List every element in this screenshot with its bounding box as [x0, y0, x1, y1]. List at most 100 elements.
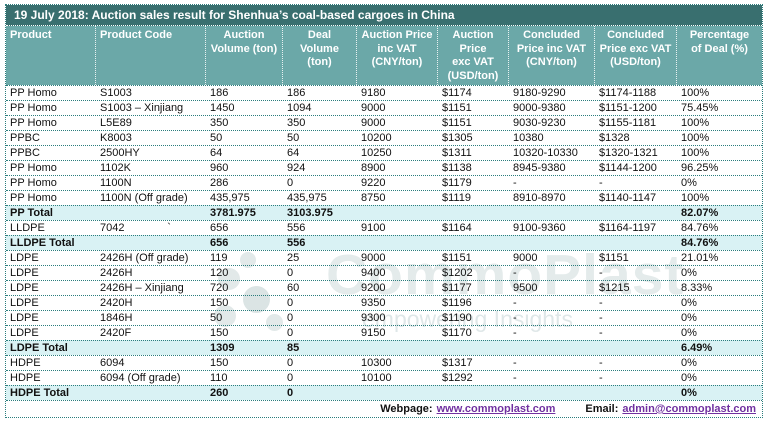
table-cell [96, 206, 206, 220]
table-cell: 84.76% [681, 222, 719, 234]
table-total-row: LDPE Total 1309 85 6.49% [6, 340, 762, 355]
table-cell: 60 [287, 282, 300, 294]
table-cell: PP Homo [10, 117, 57, 129]
table-cell: 0 [287, 297, 294, 309]
table-cell: 656 [210, 237, 229, 249]
table-row: LDPE 2420H 150 0 9350 $1196 - - 0% [6, 295, 762, 310]
table-cell: LLDPE Total [10, 237, 75, 249]
table-cell: $1151 [442, 252, 472, 264]
table-cell: 150 [210, 357, 229, 369]
table-cell: $1292 [442, 372, 473, 384]
table-cell: 9000-9380 [513, 102, 566, 114]
table-cell [509, 386, 595, 400]
table-cell: 8900 [361, 162, 386, 174]
table-cell: 10100 [361, 372, 392, 384]
column-header-percentage-of-deal: Percentage of Deal (%) [689, 29, 750, 55]
table-cell: 82.07% [681, 207, 719, 219]
column-header-product-code: Product Code [96, 26, 206, 85]
table-cell: $1119 [442, 192, 471, 204]
table-cell: 286 [210, 177, 229, 189]
column-header-deal-volume: Deal Volume (ton) [283, 26, 357, 85]
table-cell: LDPE [10, 312, 39, 324]
table-body: PP Homo S1003 186 186 9180 $1174 9180-9290 $117… [6, 85, 762, 400]
table-cell: - [599, 312, 603, 324]
table-cell: 100% [681, 87, 710, 99]
table-cell: - [513, 357, 517, 369]
table-cell: PP Homo [10, 177, 57, 189]
table-cell: - [599, 327, 603, 339]
table-cell: 9400 [361, 267, 386, 279]
table-cell: $1174-1188 [599, 87, 657, 99]
table-cell: 50 [287, 132, 300, 144]
table-cell: $1179 [442, 177, 472, 189]
table-cell: $1190 [442, 312, 472, 324]
table-cell: 9000 [361, 102, 386, 114]
table-cell: - [599, 297, 603, 309]
table-cell: 9350 [361, 297, 386, 309]
table-cell: 186 [287, 87, 306, 99]
table-row: HDPE 6094 150 0 10300 $1317 - - 0% [6, 355, 762, 370]
table-cell: 9200 [361, 282, 386, 294]
table-cell: LLDPE [10, 222, 45, 234]
table-row: PPBC K8003 50 50 10200 $1305 10380 $1328 100% [6, 130, 762, 145]
webpage-link[interactable]: www.commoplast.com [436, 403, 556, 415]
table-cell: PP Homo [10, 102, 57, 114]
table-cell: 0 [287, 357, 294, 369]
table-cell: 1450 [210, 102, 235, 114]
table-cell: 924 [287, 162, 306, 174]
table-cell: 21.01% [681, 252, 719, 264]
table-cell: - [599, 177, 603, 189]
table-cell: PP Total [10, 207, 53, 219]
table-cell: 435,975 [287, 192, 327, 204]
table-cell: 2426H (Off grade) [100, 252, 189, 264]
table-cell: 0 [287, 267, 294, 279]
table-cell [357, 386, 438, 400]
table-cell: 960 [210, 162, 229, 174]
table-cell: 8750 [361, 192, 386, 204]
table-cell: 100% [681, 147, 710, 159]
table-cell: 119 [210, 252, 228, 264]
table-cell: PPBC [10, 147, 40, 159]
table-cell: - [599, 372, 603, 384]
table-cell: 75.45% [681, 102, 719, 114]
table-cell: $1320-1321 [599, 147, 658, 159]
table-cell: 0 [287, 177, 294, 189]
table-cell: 0 [287, 372, 294, 384]
table-cell: 0% [681, 177, 697, 189]
table-cell: L5E89 [100, 117, 132, 129]
table-cell: 50 [210, 132, 223, 144]
column-header-product: Product [6, 26, 96, 85]
table-cell: 96.25% [681, 162, 719, 174]
table-cell: PPBC [10, 132, 40, 144]
table-total-row: LLDPE Total 656 556 84.76% [6, 235, 762, 250]
table-cell: 85 [287, 342, 300, 354]
email-link[interactable]: admin@commoplast.com [622, 403, 756, 415]
table-cell: 10320-10330 [513, 147, 578, 159]
table-row: PPBC 2500HY 64 64 10250 $1311 10320-10330 $1320… [6, 145, 762, 160]
table-cell: 2420H [100, 297, 133, 309]
table-cell: 1094 [287, 102, 312, 114]
table-cell: 0% [681, 267, 697, 279]
table-cell: 100% [681, 117, 710, 129]
table-cell: $1177 [442, 282, 472, 294]
table-cell: LDPE [10, 267, 39, 279]
table-cell: $1170 [442, 327, 472, 339]
table-cell: 556 [287, 237, 306, 249]
table-cell: $1138 [442, 162, 472, 174]
table-row: LDPE 1846H 50 0 9300 $1190 - - 0% [6, 310, 762, 325]
table-cell: LDPE [10, 327, 39, 339]
table-cell: 64 [287, 147, 300, 159]
table-cell [595, 386, 677, 400]
table-total-row: PP Total 3781.975 3103.975 82.07% [6, 205, 762, 220]
table-cell [96, 386, 206, 400]
table-cell [438, 206, 509, 220]
table-cell: 0% [681, 387, 697, 399]
table-cell: $1305 [442, 132, 473, 144]
table-cell: $1151-1200 [599, 102, 657, 114]
table-cell: - [599, 357, 603, 369]
table-cell: 10380 [513, 132, 544, 144]
table-cell: 260 [210, 387, 229, 399]
table-cell: $1328 [599, 132, 630, 144]
table-cell: $1317 [442, 357, 473, 369]
